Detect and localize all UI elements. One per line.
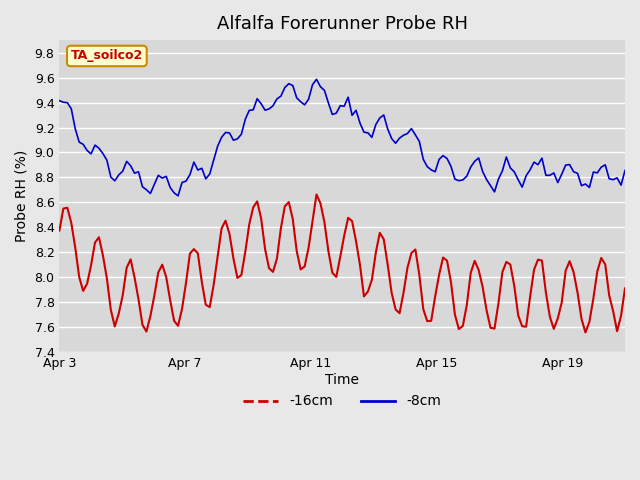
Legend: -16cm, -8cm: -16cm, -8cm bbox=[237, 389, 447, 414]
X-axis label: Time: Time bbox=[325, 373, 359, 387]
Title: Alfalfa Forerunner Probe RH: Alfalfa Forerunner Probe RH bbox=[217, 15, 468, 33]
Y-axis label: Probe RH (%): Probe RH (%) bbox=[15, 150, 29, 242]
Text: TA_soilco2: TA_soilco2 bbox=[71, 49, 143, 62]
